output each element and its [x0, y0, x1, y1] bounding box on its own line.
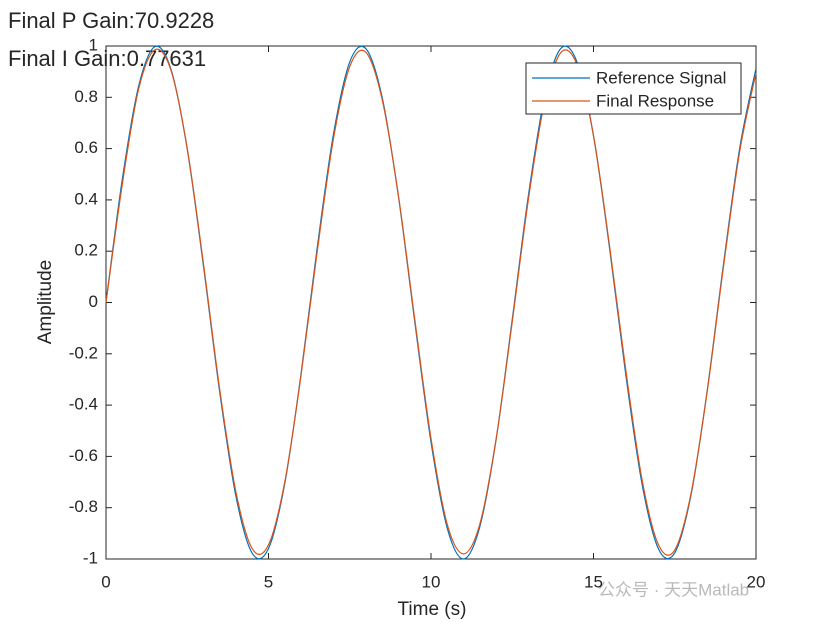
watermark: 公众号 · 天天Matlab: [598, 580, 749, 599]
y-tick-label: -1: [83, 548, 98, 567]
series-line: [105, 48, 757, 556]
x-axis-label: Time (s): [398, 599, 467, 620]
plot-area: [105, 45, 757, 560]
annotation: Final P Gain:70.9228: [8, 8, 214, 33]
y-tick-label: 0.2: [74, 241, 98, 260]
y-tick-label: -0.6: [69, 446, 98, 465]
x-tick-label: 15: [584, 572, 603, 591]
legend: Reference Signal Final Response: [525, 62, 742, 115]
x-tick-label: 5: [264, 572, 273, 591]
x-tick-label: 10: [422, 572, 441, 591]
y-tick-label: 0: [89, 292, 98, 311]
y-tick-label: -0.4: [69, 395, 98, 414]
y-tick-label: 0.6: [74, 138, 98, 157]
legend-label: Final Response: [596, 91, 714, 110]
y-tick-label: 0.4: [74, 189, 98, 208]
x-tick-label: 20: [747, 572, 766, 591]
y-axis-label: Amplitude: [35, 260, 56, 345]
y-tick-label: 1: [89, 35, 98, 54]
legend-box: [525, 62, 742, 115]
y-tick-label: -0.8: [69, 497, 98, 516]
y-tick-label: -0.2: [69, 343, 98, 362]
y-tick-label: 0.8: [74, 87, 98, 106]
annotation: Final I Gain:0.77631: [8, 46, 206, 71]
legend-label: Reference Signal: [596, 68, 726, 87]
x-tick-label: 0: [101, 572, 110, 591]
